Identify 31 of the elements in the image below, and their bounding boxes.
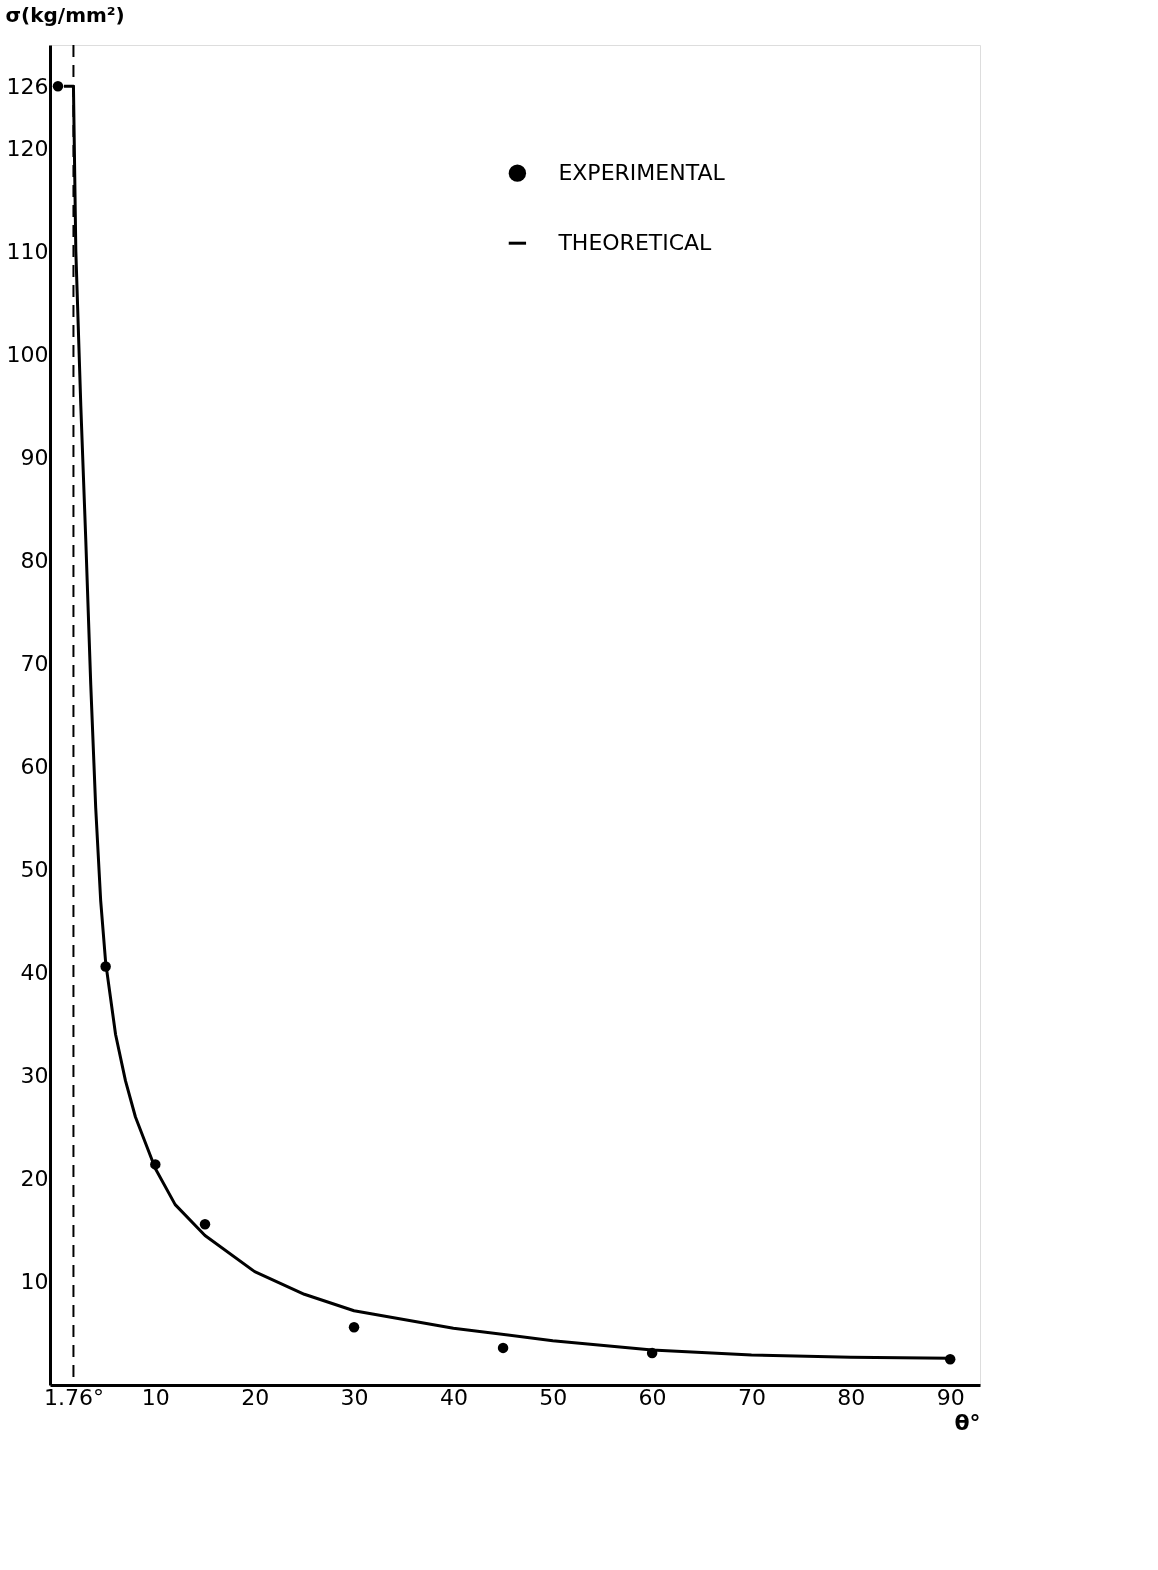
y-tick-label: 50 — [20, 857, 49, 883]
y-tick-label: 80 — [20, 547, 49, 573]
y-tick-label: 60 — [20, 754, 49, 780]
y-tick-label: 10 — [20, 1269, 49, 1295]
y-axis-title: σ(kg/mm²) — [5, 2, 125, 27]
point — [199, 1218, 211, 1230]
y-tick-label: 30 — [20, 1063, 49, 1089]
y-tick-label: 110 — [6, 238, 49, 264]
y-tick-label: 126 — [6, 73, 49, 99]
legend-label: THEORETICAL — [557, 230, 713, 256]
y-tick-label: 70 — [20, 650, 49, 676]
x-tick-label: 60 — [638, 1384, 667, 1410]
y-tick-label: 120 — [6, 135, 49, 161]
x-tick-label: 10 — [141, 1384, 170, 1410]
x-axis-title: θ° — [954, 1409, 981, 1435]
x-tick-label: 50 — [539, 1384, 568, 1410]
point — [348, 1322, 360, 1333]
point — [52, 81, 64, 92]
y-tick-label: 100 — [6, 341, 49, 367]
x-tick-label: 1.76° — [43, 1384, 104, 1410]
x-tick-label: 20 — [241, 1384, 270, 1410]
y-tick-label: 40 — [20, 960, 49, 986]
y-tick-label: 20 — [20, 1166, 49, 1192]
x-tick-label: 80 — [837, 1384, 866, 1410]
x-tick-label: 40 — [439, 1384, 468, 1410]
point — [497, 1342, 509, 1354]
x-tick-label: 70 — [737, 1384, 766, 1410]
y-tick-label: 90 — [20, 444, 49, 470]
x-tick-label: 90 — [936, 1384, 965, 1410]
legend-label: EXPERIMENTAL — [558, 160, 726, 186]
x-tick-label: 30 — [340, 1384, 369, 1410]
